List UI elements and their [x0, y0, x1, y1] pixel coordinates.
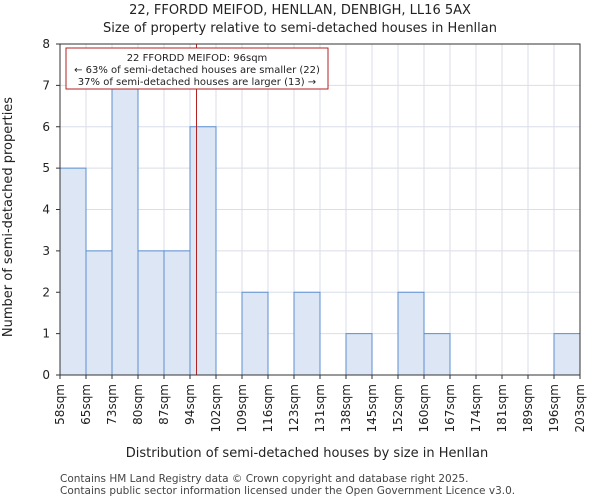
x-tick-label: 167sqm: [443, 384, 457, 432]
x-tick-label: 145sqm: [365, 384, 379, 432]
y-tick-label: 5: [42, 161, 50, 175]
x-tick-label: 116sqm: [261, 384, 275, 432]
bar-80sqm: [137, 250, 165, 376]
bar-123sqm: [293, 291, 321, 376]
x-tick-label: 203sqm: [573, 384, 587, 432]
x-tick-label: 65sqm: [79, 384, 93, 425]
x-tick-label: 87sqm: [157, 384, 171, 425]
x-tick-label: 181sqm: [495, 384, 509, 432]
x-tick-label: 160sqm: [417, 384, 431, 432]
bar-152sqm: [397, 291, 425, 376]
bar-87sqm: [163, 250, 191, 376]
y-tick-label: 8: [42, 37, 50, 51]
y-tick-label: 0: [42, 368, 50, 382]
x-tick-label: 174sqm: [469, 384, 483, 432]
chart-title: 22, FFORDD MEIFOD, HENLLAN, DENBIGH, LL1…: [129, 3, 471, 18]
axis-layer: [56, 43, 581, 379]
y-tick-labels: 0 1 2 3 4 5 6 7 8: [42, 37, 50, 382]
annotation-border: [65, 47, 329, 90]
y-tick-label: 3: [42, 244, 50, 258]
x-axis-title: Distribution of semi-detached houses by …: [126, 446, 488, 461]
y-tick-label: 2: [42, 285, 50, 299]
bar-58sqm: [59, 167, 87, 376]
x-tick-label: 123sqm: [287, 384, 301, 432]
footer-licence: Contains public sector information licen…: [60, 485, 515, 497]
x-tick-label: 94sqm: [183, 384, 197, 425]
y-tick-label: 7: [42, 78, 50, 92]
chart-subtitle: Size of property relative to semi-detach…: [103, 21, 497, 36]
bar-138sqm: [345, 333, 373, 376]
x-tick-label: 152sqm: [391, 384, 405, 432]
annotation-box: 22 FFORDD MEIFOD: 96sqm ← 63% of semi-de…: [65, 47, 329, 90]
bar-layer: [59, 84, 581, 376]
x-tick-label: 131sqm: [313, 384, 327, 432]
bar-94sqm: [189, 126, 217, 376]
x-tick-label: 189sqm: [521, 384, 535, 432]
footer-copyright: Contains HM Land Registry data © Crown c…: [60, 473, 468, 485]
annotation-title: 22 FFORDD MEIFOD: 96sqm: [127, 53, 268, 64]
x-tick-label: 196sqm: [547, 384, 561, 432]
y-tick-label: 6: [42, 120, 50, 134]
annotation-smaller: ← 63% of semi-detached houses are smalle…: [74, 65, 320, 76]
y-axis-title: Number of semi-detached properties: [1, 97, 16, 337]
x-tick-label: 109sqm: [235, 384, 249, 432]
y-tick-label: 4: [42, 203, 50, 217]
x-tick-label: 138sqm: [339, 384, 353, 432]
x-tick-label: 80sqm: [131, 384, 145, 425]
bar-196sqm: [553, 333, 581, 376]
x-tick-label: 73sqm: [105, 384, 119, 425]
annotation-larger: 37% of semi-detached houses are larger (…: [78, 77, 316, 88]
y-tick-label: 1: [42, 327, 50, 341]
bar-73sqm: [111, 84, 139, 376]
bar-109sqm: [241, 291, 269, 376]
bar-65sqm: [85, 250, 113, 376]
bar-160sqm: [423, 333, 451, 376]
x-tick-label: 58sqm: [53, 384, 67, 425]
x-tick-labels: 58sqm 65sqm 73sqm 80sqm 87sqm 94sqm 102sqm 109s…: [53, 384, 587, 432]
x-tick-label: 102sqm: [209, 384, 223, 432]
